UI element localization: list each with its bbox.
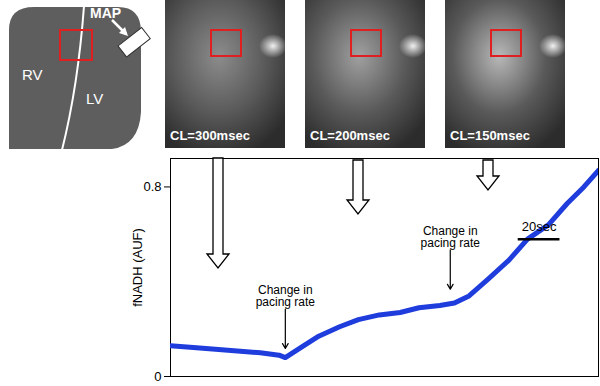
svg-text:LV: LV <box>86 90 103 107</box>
svg-text:MAP: MAP <box>90 5 121 21</box>
svg-text:fNADH (AUF): fNADH (AUF) <box>130 228 145 307</box>
svg-text:Change inpacing rate: Change inpacing rate <box>256 283 316 309</box>
svg-text:Change inpacing rate: Change inpacing rate <box>421 224 481 250</box>
svg-text:CL=150msec: CL=150msec <box>450 128 530 143</box>
svg-text:20sec: 20sec <box>522 219 557 234</box>
svg-text:CL=200msec: CL=200msec <box>310 128 390 143</box>
svg-text:RV: RV <box>22 66 43 83</box>
svg-text:0: 0 <box>154 369 161 384</box>
svg-text:CL=300msec: CL=300msec <box>170 128 250 143</box>
svg-text:0.8: 0.8 <box>143 179 161 194</box>
